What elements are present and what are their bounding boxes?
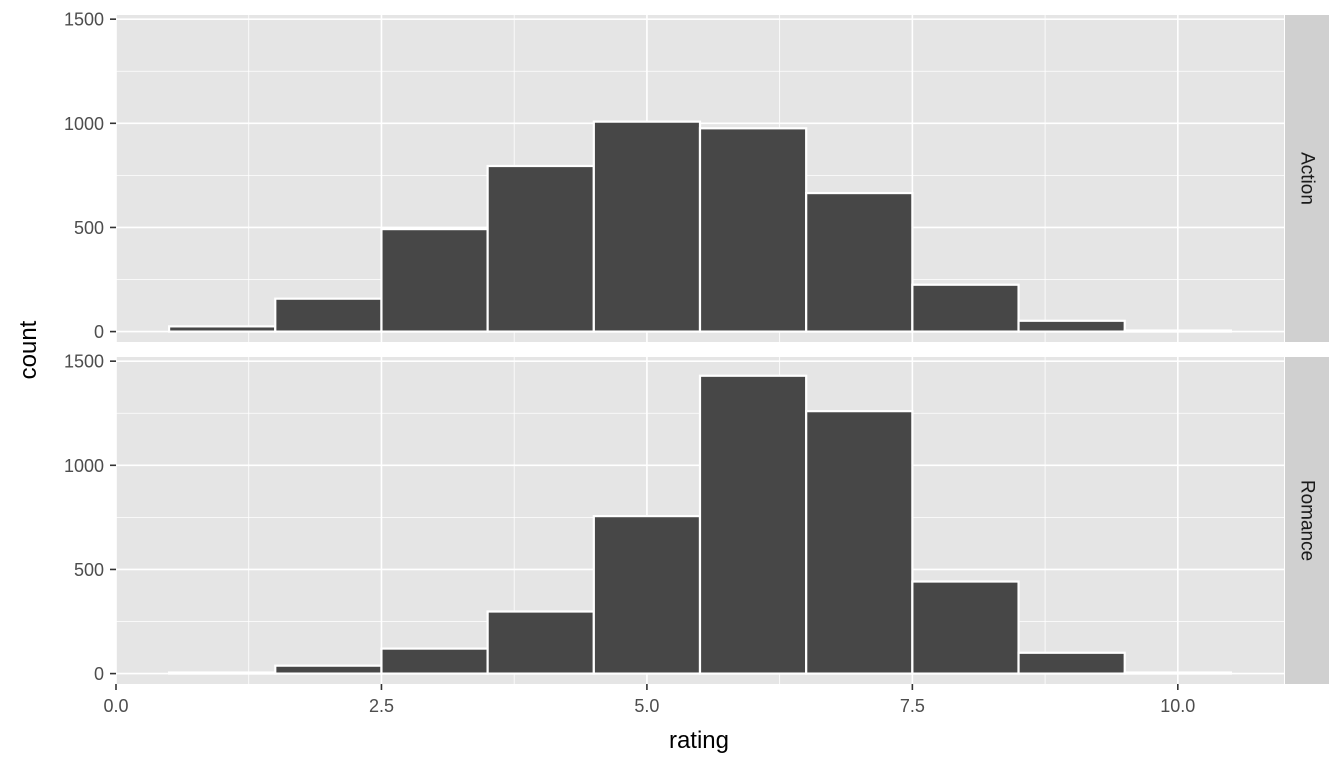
histogram-bar: [698, 374, 808, 675]
histogram-bar: [1017, 651, 1126, 675]
histogram-bar: [486, 610, 595, 675]
x-axis-title: rating: [669, 727, 729, 754]
histogram-bar: [911, 580, 1020, 675]
facet-panel-action: 0 500 1000 1500 Action: [64, 10, 1329, 342]
x-axis: 0.0 2.5 5.0 7.5 10.0: [103, 684, 1195, 716]
y-tick-label: 500: [74, 560, 104, 580]
x-tick-label: 5.0: [634, 696, 659, 716]
histogram-bar: [380, 647, 489, 675]
histogram-bar: [592, 120, 702, 333]
y-axis-title: count: [15, 320, 42, 379]
histogram-bar: [274, 297, 383, 333]
histogram-bar: [805, 410, 914, 675]
facet-panels: 0 500 1000 1500 Action 0 500 1000 1500 Romance: [64, 10, 1329, 684]
facet-strip-label: Action: [1297, 152, 1318, 205]
y-tick-label: 1500: [64, 352, 104, 372]
histogram-bar: [911, 283, 1020, 333]
histogram-bar: [486, 164, 595, 333]
histogram-bar: [592, 515, 702, 675]
y-tick-label: 0: [94, 322, 104, 342]
y-tick-label: 500: [74, 218, 104, 238]
histogram-bar: [1123, 671, 1233, 675]
y-tick-label: 0: [94, 664, 104, 684]
histogram-bar: [167, 325, 277, 333]
histogram-bar: [380, 228, 489, 333]
facet-strip-label: Romance: [1297, 480, 1318, 561]
y-tick-label: 1000: [64, 114, 104, 134]
y-tick-label: 1000: [64, 456, 104, 476]
facet-strip: [1285, 15, 1329, 342]
x-tick-label: 7.5: [900, 696, 925, 716]
x-tick-label: 2.5: [369, 696, 394, 716]
histogram-bar: [1123, 329, 1233, 333]
histogram-bar: [1017, 319, 1126, 333]
facet-strip: [1285, 357, 1329, 684]
histogram-bar: [698, 127, 808, 333]
histogram-bar: [805, 191, 914, 333]
histogram-bar: [167, 671, 277, 675]
x-tick-label: 10.0: [1160, 696, 1195, 716]
x-tick-label: 0.0: [103, 696, 128, 716]
y-tick-label: 1500: [64, 10, 104, 30]
histogram-bar: [274, 664, 383, 675]
facet-panel-romance: 0 500 1000 1500 Romance: [64, 352, 1329, 684]
